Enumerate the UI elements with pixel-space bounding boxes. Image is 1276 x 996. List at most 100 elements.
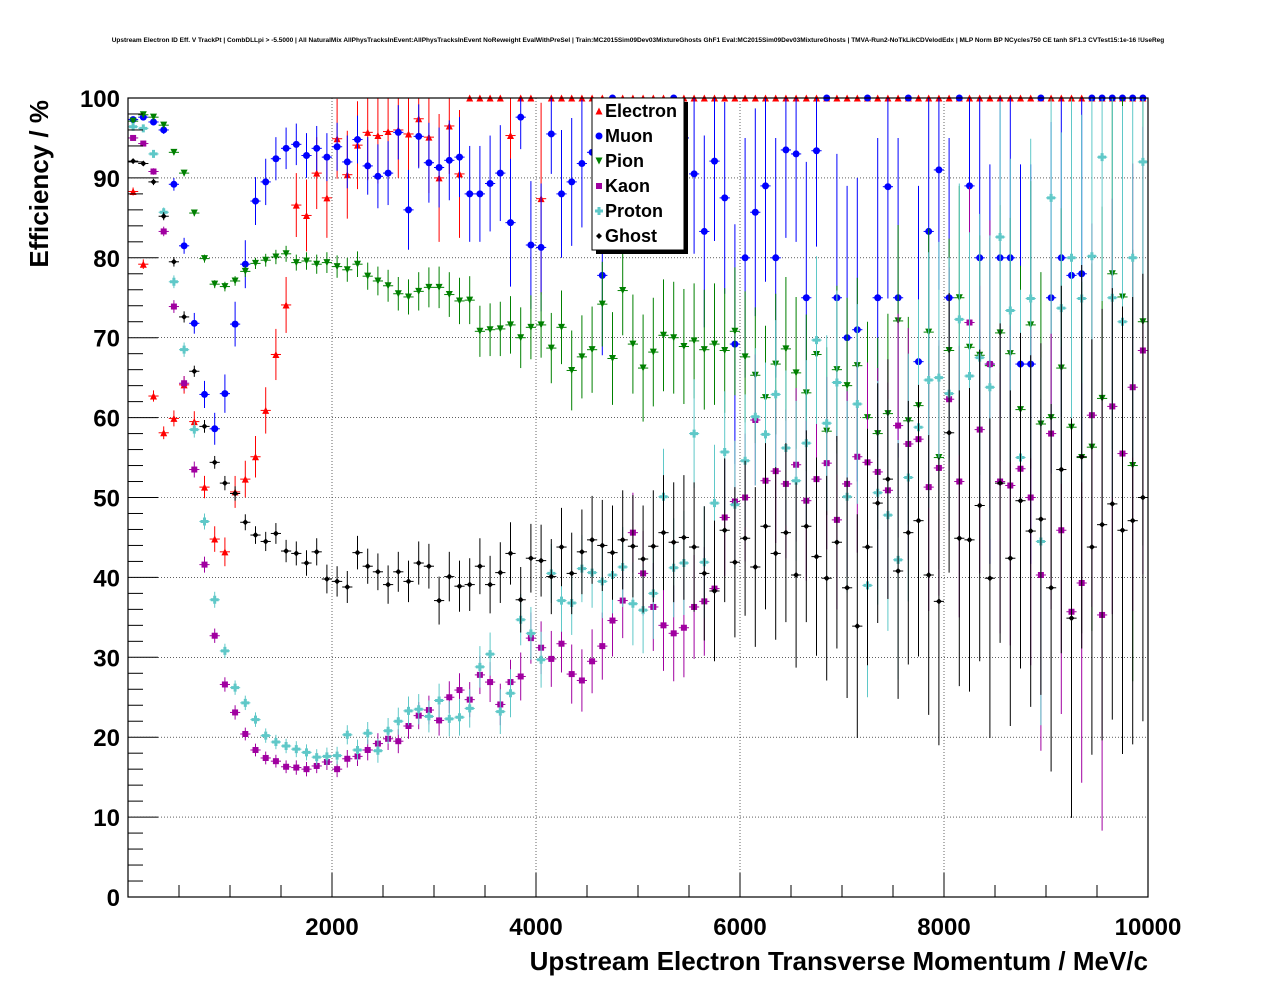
electron-point [129, 187, 137, 195]
muon-point [721, 194, 729, 202]
muon-point [303, 152, 310, 160]
kaon-point [252, 746, 259, 753]
muon-point [405, 206, 412, 214]
electron-point [160, 429, 168, 437]
kaon-point [487, 679, 494, 686]
muon-point [700, 227, 708, 235]
legend-label-proton: Proton [605, 201, 663, 221]
ghost-point [1058, 466, 1065, 473]
ghost-point [670, 539, 677, 546]
muon-point [241, 260, 249, 268]
proton-point [853, 400, 862, 409]
pion-point [517, 334, 525, 342]
proton-point [200, 517, 209, 526]
ghost-point [680, 534, 687, 541]
proton-point [1067, 253, 1076, 262]
kaon-point [548, 655, 555, 662]
y-tick-label: 10 [93, 805, 120, 832]
proton-point [435, 696, 444, 705]
ghost-point [436, 597, 443, 604]
proton-point [231, 683, 240, 692]
kaon-point [578, 677, 585, 684]
proton-point [251, 715, 260, 724]
pion-point [303, 257, 310, 265]
electron-point [139, 260, 147, 268]
muon-point [384, 169, 392, 177]
muon-point [558, 190, 565, 198]
kaon-point [283, 763, 290, 770]
muon-point [874, 294, 882, 302]
pion-point [629, 340, 637, 348]
pion-point [129, 117, 137, 125]
proton-point [384, 726, 393, 735]
ghost-point [976, 502, 983, 509]
proton-point [271, 737, 280, 746]
ghost-point [323, 575, 330, 582]
y-tick-label: 80 [93, 246, 120, 273]
pion-point [466, 296, 474, 304]
proton-point [282, 741, 291, 750]
proton-point [261, 731, 270, 740]
legend-marker-muon [595, 132, 603, 140]
pion-point [190, 209, 198, 217]
proton-point [985, 383, 994, 392]
pion-point [690, 337, 698, 345]
ghost-point [864, 544, 871, 551]
electron-point [292, 201, 300, 209]
x-tick-label: 8000 [917, 914, 970, 941]
proton-point [1098, 153, 1107, 162]
pion-point [139, 111, 147, 119]
kaon-point [895, 422, 902, 429]
proton-point [965, 372, 974, 381]
legend-marker-ghost [596, 233, 602, 239]
pion-point [384, 282, 392, 290]
legend-marker-electron [595, 107, 603, 115]
pion-point [241, 267, 249, 275]
pion-point [782, 345, 790, 353]
muon-point [313, 144, 321, 152]
muon-point [813, 147, 820, 155]
proton-point [149, 149, 158, 158]
pion-point [354, 260, 361, 268]
proton-point [373, 746, 382, 755]
electron-point [507, 132, 514, 140]
pion-point [180, 169, 188, 177]
pion-point [456, 297, 463, 305]
proton-point [710, 499, 719, 508]
electron-point [313, 169, 321, 177]
y-tick-label: 90 [93, 166, 120, 193]
pion-point [537, 321, 545, 329]
muon-point [966, 182, 973, 190]
ghost-point [221, 480, 228, 487]
muon-point [323, 153, 331, 161]
ghost-point [640, 556, 647, 563]
electron-point [262, 406, 270, 414]
ghost-point [1027, 528, 1034, 535]
muon-point [150, 118, 157, 126]
muon-point [221, 390, 229, 398]
ghost-point [181, 313, 188, 320]
pion-point [496, 325, 504, 333]
ghost-point [762, 523, 769, 530]
muon-point [374, 172, 382, 180]
ghost-point [589, 536, 596, 543]
proton-point [506, 689, 515, 698]
pion-point [680, 342, 688, 350]
muon-point [568, 178, 576, 186]
kaon-point [170, 303, 177, 310]
kaon-point [303, 766, 310, 773]
kaon-point [405, 723, 412, 730]
proton-point [792, 476, 801, 485]
kaon-point [456, 687, 463, 694]
proton-point [292, 745, 301, 754]
kaon-point [334, 766, 341, 773]
ghost-point [272, 530, 279, 537]
proton-point [220, 646, 229, 655]
kaon-point [395, 738, 402, 745]
ghost-point [130, 158, 137, 165]
proton-point [129, 122, 138, 131]
ghost-point [517, 596, 524, 603]
ghost-point [293, 550, 300, 557]
